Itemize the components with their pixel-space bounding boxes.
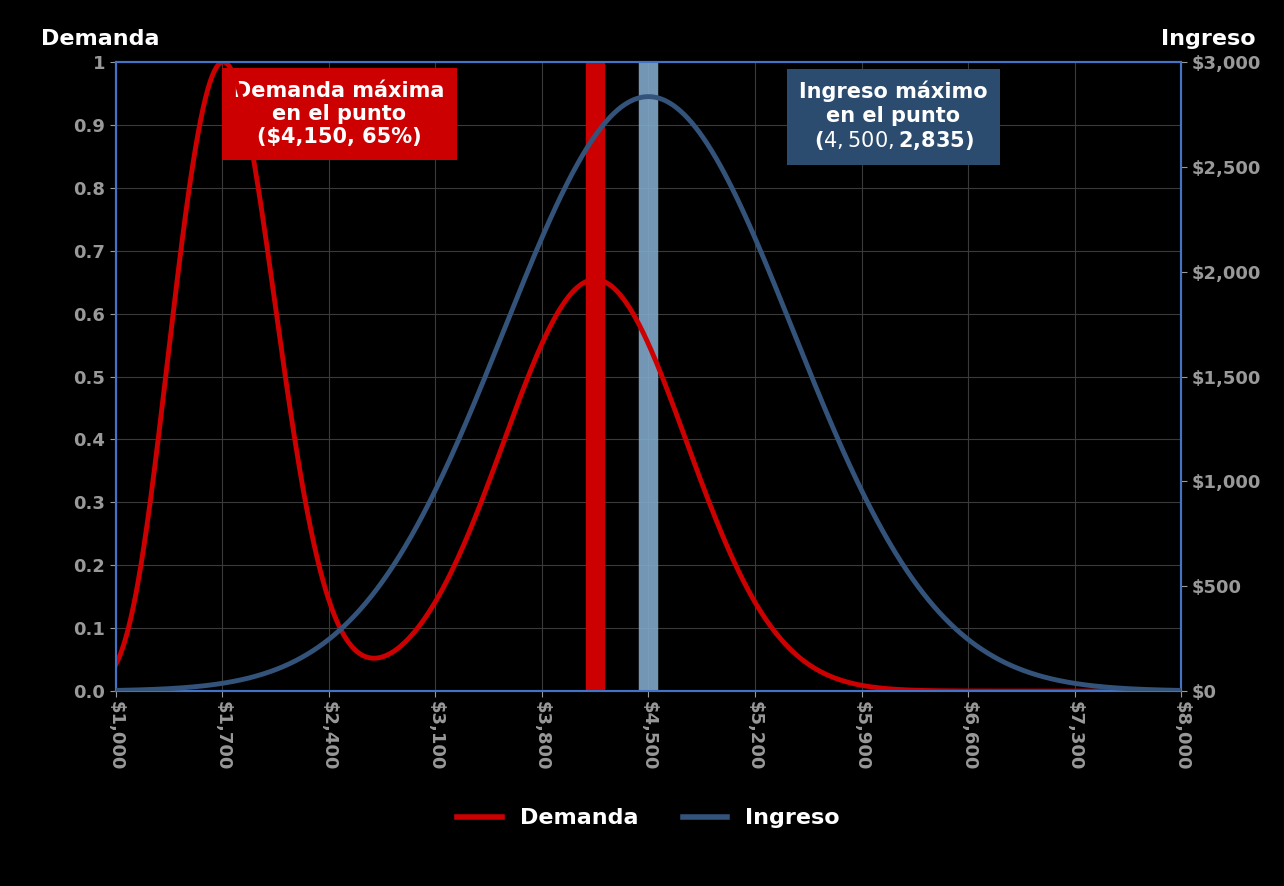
Text: Ingreso: Ingreso	[1161, 29, 1256, 50]
Legend: Demanda, Ingreso: Demanda, Ingreso	[448, 799, 849, 837]
Text: Ingreso máximo
en el punto
($4,500, $2,835): Ingreso máximo en el punto ($4,500, $2,8…	[799, 81, 987, 152]
Text: Demanda: Demanda	[41, 29, 159, 50]
Text: Demanda máxima
en el punto
($4,150, 65%): Demanda máxima en el punto ($4,150, 65%)	[234, 81, 444, 147]
